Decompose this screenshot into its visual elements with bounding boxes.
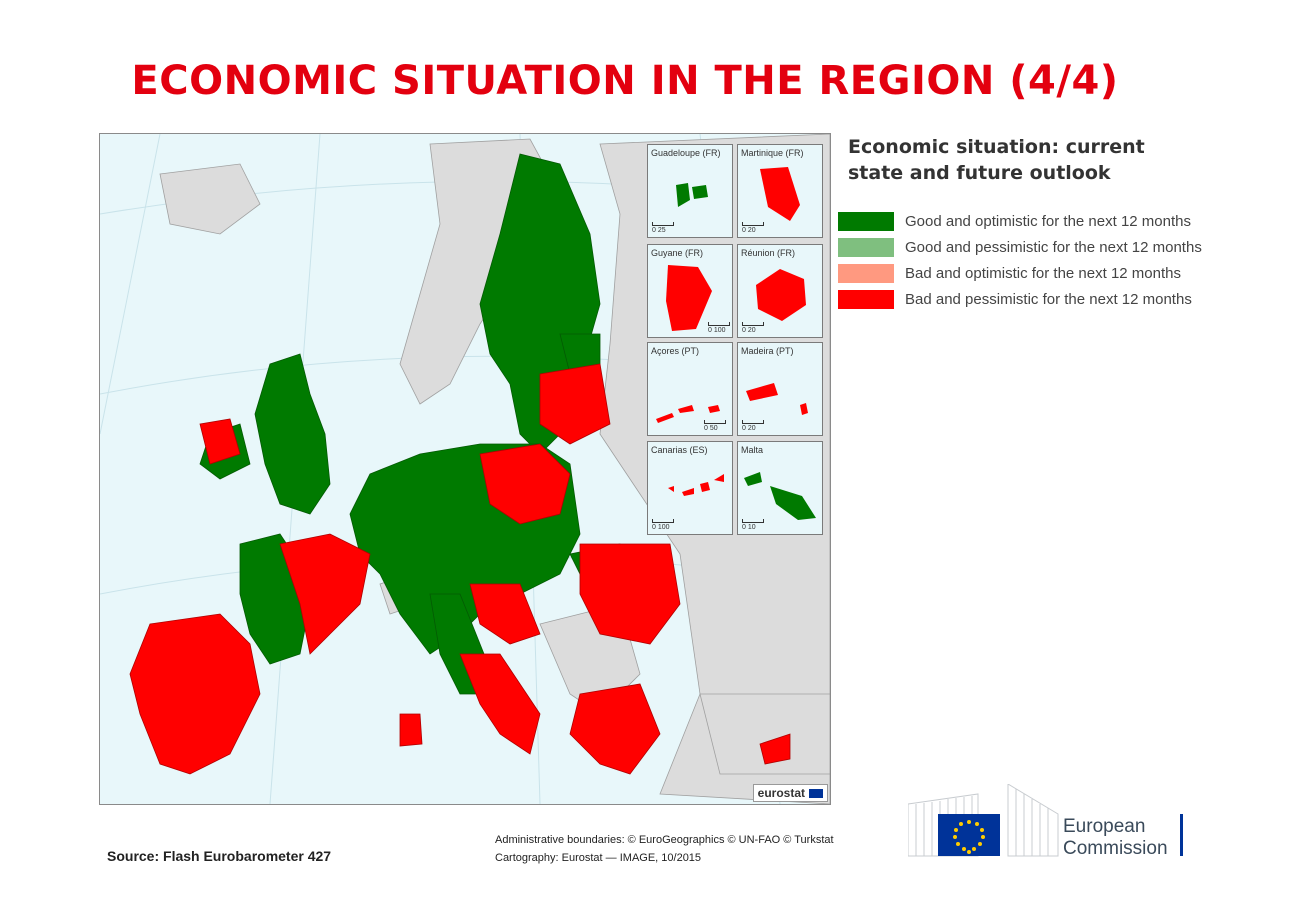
inset-label: Malta (741, 445, 764, 455)
iberia-region (129, 613, 261, 775)
iceland-shape (159, 163, 261, 235)
greece-region (569, 683, 661, 775)
ec-wordmark-line2: Commission (1063, 838, 1168, 859)
inset-martinique: Martinique (FR) 0 20 (737, 144, 823, 238)
eurostat-badge: eurostat (752, 784, 828, 802)
inset-scale: 0 25 (652, 222, 674, 234)
inset-scale: 0 100 (652, 519, 674, 531)
legend-item: Bad and pessimistic for the next 12 mont… (838, 286, 1202, 312)
croatia-region (469, 583, 541, 645)
uk-region (254, 353, 331, 515)
turkey-shape (699, 693, 830, 775)
inset-madeira: Madeira (PT) 0 20 (737, 342, 823, 436)
legend-label: Bad and pessimistic for the next 12 mont… (905, 290, 1192, 308)
inset-label: Guyane (FR) (651, 248, 704, 258)
europe-map: Guadeloupe (FR) 0 25 Martinique (FR) 0 2… (99, 133, 831, 805)
france-east-region (279, 533, 371, 655)
inset-scale: 0 10 (742, 519, 764, 531)
italy-south-region (459, 653, 541, 755)
inset-label: Açores (PT) (651, 346, 700, 356)
legend-label: Bad and optimistic for the next 12 month… (905, 264, 1181, 282)
legend-label: Good and pessimistic for the next 12 mon… (905, 238, 1202, 256)
inset-label: Madeira (PT) (741, 346, 794, 356)
ec-wordmark: European Commission (1063, 816, 1168, 860)
legend-swatch (838, 289, 894, 309)
legend-label: Good and optimistic for the next 12 mont… (905, 212, 1191, 230)
inset-acores: Açores (PT) 0 50 (647, 342, 733, 436)
inset-malta: Malta 0 10 (737, 441, 823, 535)
legend: Good and optimistic for the next 12 mont… (838, 208, 1202, 312)
baltics-region (539, 363, 611, 445)
credits-boundaries: Administrative boundaries: © EuroGeograp… (495, 834, 834, 846)
inset-label: Réunion (FR) (741, 248, 796, 258)
source-note: Source: Flash Eurobarometer 427 (107, 848, 332, 864)
inset-reunion: Réunion (FR) 0 20 (737, 244, 823, 338)
inset-scale: 0 50 (704, 420, 726, 432)
cyprus-region (759, 733, 791, 765)
legend-swatch (838, 237, 894, 257)
legend-item: Good and pessimistic for the next 12 mon… (838, 234, 1202, 260)
poland-region (479, 443, 571, 525)
credits: Administrative boundaries: © EuroGeograp… (495, 831, 834, 867)
ec-wordmark-line1: European (1063, 816, 1146, 837)
page-title: ECONOMIC SITUATION IN THE REGION (4/4) (131, 58, 1119, 104)
legend-title: Economic situation: current state and fu… (848, 136, 1145, 184)
inset-canarias: Canarias (ES) 0 100 (647, 441, 733, 535)
inset-scale: 0 20 (742, 420, 764, 432)
sardinia-region (399, 713, 423, 747)
inset-guyane: Guyane (FR) 0 100 (647, 244, 733, 338)
inset-label: Canarias (ES) (651, 445, 708, 455)
romania-bulgaria-region (579, 543, 681, 645)
inset-guadeloupe: Guadeloupe (FR) 0 25 (647, 144, 733, 238)
inset-scale: 0 100 (708, 322, 730, 334)
legend-item: Bad and optimistic for the next 12 month… (838, 260, 1202, 286)
inset-scale: 0 20 (742, 322, 764, 334)
ireland-west-region (199, 418, 241, 465)
legend-item: Good and optimistic for the next 12 mont… (838, 208, 1202, 234)
inset-label: Martinique (FR) (741, 148, 804, 158)
eu-flag-icon (809, 788, 823, 798)
eurostat-label: eurostat (757, 786, 805, 800)
legend-swatch (838, 263, 894, 283)
ec-divider (1180, 814, 1183, 856)
european-commission-logo (908, 784, 1059, 857)
legend-swatch (838, 211, 894, 231)
inset-label: Guadeloupe (FR) (651, 148, 721, 158)
inset-scale: 0 20 (742, 222, 764, 234)
credits-cartography: Cartography: Eurostat — IMAGE, 10/2015 (495, 852, 702, 864)
